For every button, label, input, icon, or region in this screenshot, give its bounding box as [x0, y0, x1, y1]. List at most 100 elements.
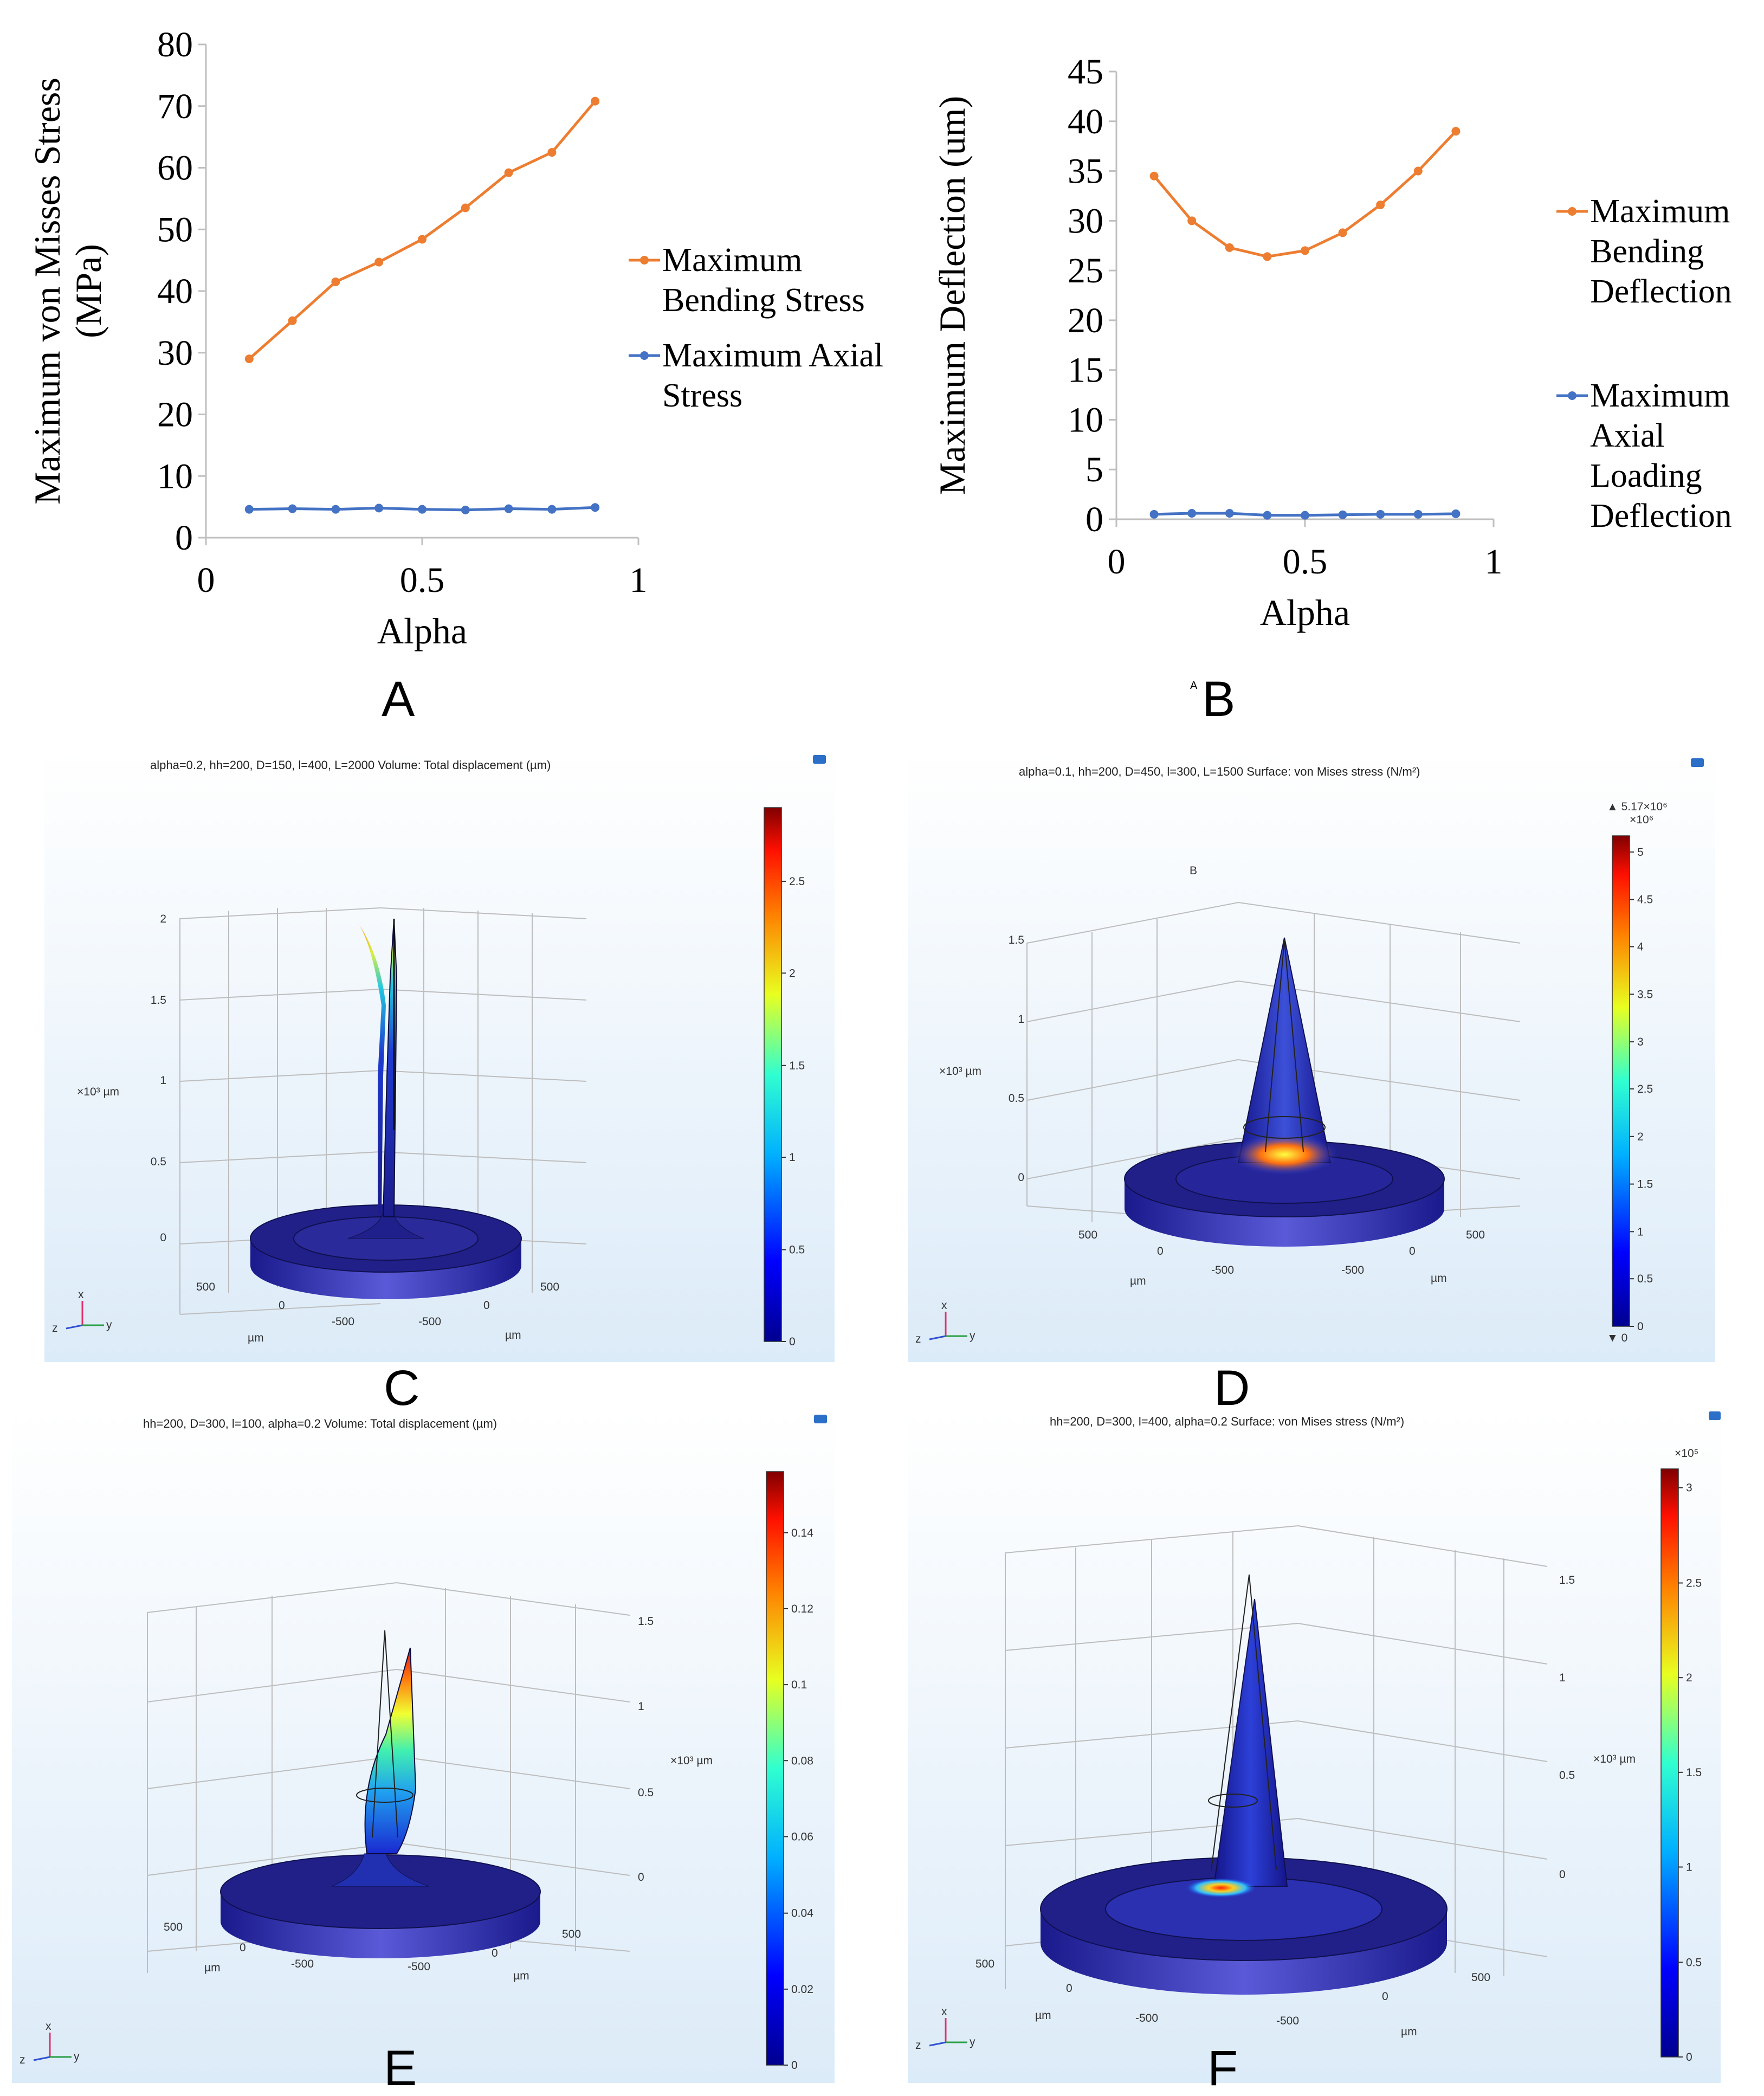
y-axis-label: Maximum Deflection (um)	[932, 96, 973, 495]
colorbar-tick-label: 5	[1637, 846, 1644, 859]
data-point	[591, 503, 600, 512]
data-point	[331, 505, 340, 514]
simulation-e-ground-tick: 500	[562, 1928, 581, 1940]
series-line	[248, 100, 597, 360]
y-tick-label: 10	[1068, 400, 1103, 440]
z-axis-tick-label: 1	[638, 1700, 644, 1713]
data-point	[1413, 166, 1423, 176]
colorbar-tick-label: 1.5	[1637, 1178, 1653, 1191]
y-tick-label: 5	[1085, 450, 1103, 489]
data-point	[1338, 510, 1347, 519]
simulation-d-ground-tick: -500	[1341, 1264, 1364, 1276]
x-tick-label: 1	[1485, 542, 1503, 582]
data-point	[374, 504, 384, 513]
simulation-c-ground-tick: 0	[279, 1299, 285, 1312]
triad-x: x	[46, 2020, 51, 2033]
camera-icon[interactable]	[814, 1415, 827, 1423]
simulation-e-model	[220, 1630, 541, 1958]
legend-label: Maximum Axial	[662, 337, 883, 374]
colorbar-tick-label: 1	[789, 1151, 796, 1164]
data-point	[1451, 127, 1461, 136]
triad-y: y	[74, 2050, 80, 2063]
colorbar-tick-label: 2	[789, 967, 796, 979]
simulation-e-ground-tick: 500	[164, 1921, 183, 1933]
camera-icon[interactable]	[813, 755, 826, 764]
y-tick-label: 0	[175, 518, 193, 558]
data-point	[1301, 246, 1309, 255]
camera-icon[interactable]	[1709, 1411, 1721, 1420]
z-axis-tick-label: 0.5	[1009, 1092, 1024, 1105]
y-tick-label: 15	[1068, 351, 1103, 390]
data-point	[1376, 200, 1385, 209]
panel-label-a: A	[382, 672, 415, 727]
simulation-c-ground-tick: 500	[196, 1281, 215, 1293]
simulation-f-colorbar	[1660, 1468, 1679, 2058]
simulation-f-ground-tick: 0	[1066, 1982, 1072, 1995]
simulation-f-model	[1040, 1574, 1448, 1995]
simulation-d-axis-unit: µm	[1431, 1272, 1447, 1285]
y-tick-label: 70	[157, 87, 193, 126]
simulation-d-ground-tick: 500	[1078, 1229, 1097, 1241]
y-tick-label: 25	[1068, 251, 1103, 291]
colorbar-tick-label: 1.5	[1686, 1766, 1702, 1779]
simulation-d-ground-tick: 500	[1466, 1229, 1485, 1241]
data-point	[1225, 243, 1234, 252]
colorbar-tick-label: 3	[1637, 1036, 1644, 1048]
axis-triad-icon: z x y	[20, 2020, 80, 2066]
colorbar-tick-label: 1	[1637, 1226, 1644, 1238]
axis-triad-icon: z x y	[915, 1299, 975, 1345]
triad-z: z	[915, 2039, 921, 2052]
data-point	[1451, 509, 1461, 518]
legend-label: Maximum	[1590, 193, 1730, 230]
legend-label: Bending	[1590, 233, 1704, 270]
simulation-d: alpha=0.1, hh=200, D=450, l=300, L=1500 …	[908, 751, 1715, 1362]
camera-icon[interactable]	[1691, 758, 1704, 767]
panel-label-b-small: A	[1190, 680, 1198, 692]
simulation-d-axis-unit: µm	[1130, 1275, 1146, 1287]
data-point	[547, 148, 557, 157]
simulation-f: hh=200, D=300, l=400, alpha=0.2 Surface:…	[908, 1409, 1721, 2083]
panel-label-b: B	[1202, 672, 1236, 727]
simulation-d-ground-tick: 0	[1157, 1245, 1164, 1257]
simulation-f-unit: ×10³ µm	[1593, 1753, 1636, 1765]
simulation-d-min-label: ▼ 0	[1607, 1332, 1627, 1344]
simulation-e-ground-tick: 0	[240, 1942, 246, 1954]
z-axis-tick-label: 1.5	[151, 994, 166, 1007]
colorbar-tick-label: 0.02	[791, 1983, 813, 1996]
x-tick-label: 0	[197, 560, 215, 600]
x-tick-label: 0.5	[400, 560, 445, 600]
legend-swatch-marker	[640, 351, 649, 360]
data-point	[1376, 510, 1385, 519]
simulation-f-exponent: ×10⁵	[1675, 1447, 1698, 1460]
z-axis-tick-label: 0	[160, 1231, 166, 1244]
x-axis-label: Alpha	[377, 610, 467, 652]
data-point	[1149, 510, 1159, 519]
simulation-d-ground-tick: -500	[1211, 1264, 1234, 1276]
z-axis-tick-label: 1	[1018, 1013, 1024, 1026]
z-axis-tick-label: 1	[160, 1074, 166, 1087]
colorbar-tick-label: 2.5	[789, 875, 805, 888]
y-tick-label: 45	[1068, 52, 1103, 92]
y-tick-label: 40	[1068, 102, 1103, 141]
simulation-e-ground-tick: -500	[408, 1960, 430, 1973]
colorbar-tick-label: 0.04	[791, 1907, 813, 1920]
colorbar-tick-label: 1	[1686, 1861, 1692, 1874]
x-tick-label: 1	[630, 560, 648, 600]
colorbar-tick-label: 1.5	[789, 1060, 805, 1072]
colorbar-tick-label: 0.5	[1686, 1956, 1702, 1969]
colorbar-tick-label: 2	[1686, 1672, 1692, 1684]
data-point	[1225, 508, 1234, 518]
simulation-c-unit: ×10³ µm	[77, 1086, 119, 1098]
simulation-f-ground-tick: 0	[1382, 1990, 1388, 2003]
z-axis-tick-label: 1.5	[638, 1615, 654, 1628]
simulation-c-title: alpha=0.2, hh=200, D=150, l=400, L=2000 …	[150, 758, 551, 772]
y-axis-label-line: Maximum von Misses Stress	[27, 78, 68, 505]
simulation-f-ground-tick: -500	[1276, 2015, 1299, 2027]
z-axis-tick-label: 0	[638, 1871, 644, 1884]
colorbar-tick-label: 3.5	[1637, 988, 1653, 1001]
simulation-c-ground-tick: -500	[332, 1315, 354, 1328]
simulation-f-title: hh=200, D=300, l=400, alpha=0.2 Surface:…	[1050, 1415, 1405, 1428]
